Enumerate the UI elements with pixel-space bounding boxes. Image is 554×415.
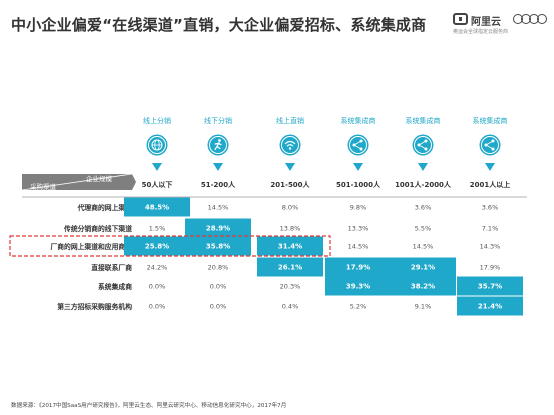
cell-value: 29.1%	[411, 264, 435, 272]
cell-value: 3.6%	[415, 204, 432, 212]
column-label: 系统集成商	[341, 116, 376, 125]
network-icon	[412, 134, 434, 156]
pointer-triangle	[485, 163, 495, 171]
column-label: 系统集成商	[406, 116, 441, 125]
highlight-cell	[257, 236, 323, 256]
row-label: 直接联系厂商	[91, 263, 132, 272]
highlight-cell	[185, 218, 251, 238]
highlight-cell	[390, 257, 456, 277]
cell-value: 9.1%	[415, 303, 432, 311]
globe-icon	[146, 134, 168, 156]
pointer-triangle	[285, 163, 295, 171]
column-label: 线上直销	[276, 116, 304, 125]
cell-value: 5.5%	[415, 225, 432, 233]
cell-value: 21.4%	[478, 303, 502, 311]
highlight-outline	[9, 235, 331, 257]
runner-icon	[207, 134, 229, 156]
category-label: 50人以下	[142, 180, 173, 189]
highlight-cell	[457, 296, 523, 316]
cell-value: 5.2%	[350, 303, 367, 311]
highlight-cell	[124, 236, 190, 256]
cell-value: 8.0%	[282, 204, 299, 212]
row-label: 厂商的网上渠道和应用商店	[50, 242, 132, 251]
network-icon	[479, 134, 501, 156]
category-label: 51-200人	[201, 180, 236, 189]
cell-value: 25.8%	[145, 243, 169, 251]
cell-value: 20.3%	[280, 283, 301, 291]
brand-logo: 阿里云 奥运会全球指定云服务商	[453, 12, 549, 38]
cell-value: 3.6%	[482, 204, 499, 212]
cell-value: 0.0%	[149, 303, 166, 311]
highlight-cell	[185, 236, 251, 256]
cell-value: 20.8%	[208, 264, 229, 272]
cell-value: 26.1%	[278, 264, 302, 272]
pointer-triangle	[213, 163, 223, 171]
category-label: 2001人以上	[470, 180, 510, 189]
pointer-triangle	[418, 163, 428, 171]
pointer-triangle	[353, 163, 363, 171]
row-label: 系统集成商	[98, 282, 132, 291]
cell-value: 17.9%	[480, 264, 501, 272]
cell-value: 13.8%	[280, 225, 301, 233]
cell-value: 17.9%	[346, 264, 370, 272]
column-label: 线下分销	[204, 116, 232, 125]
cell-value: 35.8%	[206, 243, 230, 251]
pointer-triangle	[152, 163, 162, 171]
cell-value: 14.5%	[348, 243, 369, 251]
highlight-cell	[457, 276, 523, 296]
cell-value: 24.2%	[147, 264, 168, 272]
cell-value: 14.5%	[413, 243, 434, 251]
cell-value: 38.2%	[411, 283, 435, 291]
cell-value: 0.4%	[282, 303, 299, 311]
logo-tagline: 奥运会全球指定云服务商	[453, 29, 509, 35]
olympic-rings-icon	[513, 14, 547, 26]
row-axis-label: 采购渠道	[30, 182, 57, 191]
wifi-icon	[279, 134, 301, 156]
category-label: 201-500人	[270, 180, 310, 189]
row-label: 代理商的网上渠道	[77, 203, 133, 212]
cell-value: 13.3%	[348, 225, 369, 233]
category-label: 1001人-2000人	[395, 180, 452, 189]
cell-value: 14.5%	[208, 204, 229, 212]
source-note: 数据来源：《2017中国SaaS用户研究报告》，阿里云生态、阿里云研究中心、移动…	[11, 403, 287, 409]
highlight-cell	[124, 197, 190, 217]
highlight-cell	[325, 257, 391, 277]
category-label: 501-1000人	[336, 180, 381, 189]
highlight-cell	[325, 276, 391, 296]
header-divider	[21, 173, 133, 191]
cell-value: 0.0%	[210, 283, 227, 291]
column-label: 系统集成商	[473, 116, 508, 125]
cell-value: 28.9%	[206, 225, 230, 233]
network-icon	[347, 134, 369, 156]
cell-value: 7.1%	[482, 225, 499, 233]
logo-brand: 阿里云	[471, 17, 501, 28]
cell-value: 0.0%	[210, 303, 227, 311]
cell-value: 35.7%	[478, 283, 502, 291]
row-label: 第三方招标采购服务机构	[57, 302, 132, 311]
column-axis-label: 企业规模	[86, 174, 113, 183]
page-title: 中小企业偏爱“在线渠道”直销，大企业偏爱招标、系统集成商	[11, 16, 427, 34]
cell-value: 48.5%	[145, 204, 169, 212]
cell-value: 31.4%	[278, 243, 302, 251]
cell-value: 9.8%	[350, 204, 367, 212]
cell-value: 1.5%	[149, 225, 166, 233]
highlight-cell	[257, 257, 323, 277]
cell-value: 39.3%	[346, 283, 370, 291]
highlight-cell	[390, 276, 456, 296]
column-label: 线上分销	[143, 116, 171, 125]
cell-value: 0.0%	[149, 283, 166, 291]
row-label: 传统分销商的线下渠道	[63, 224, 132, 233]
cell-value: 14.3%	[480, 243, 501, 251]
aliyun-logo-icon	[453, 13, 468, 25]
